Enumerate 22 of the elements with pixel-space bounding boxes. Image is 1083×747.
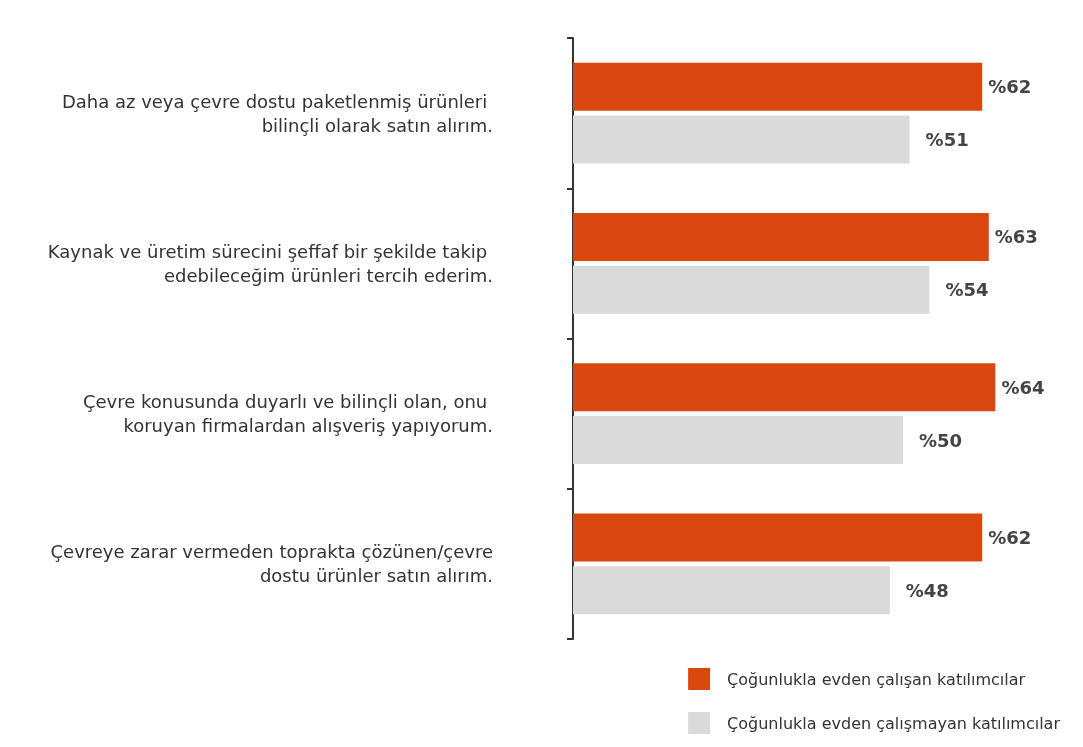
- bar: [573, 416, 903, 465]
- legend-label: Çoğunlukla evden çalışmayan katılımcılar: [727, 713, 1061, 733]
- y-tick-label: Çevre konusunda duyarlı ve bilinçli olan, onu koruyan firmalardan alışveriş yapıyorum.: [82, 391, 493, 437]
- bar: [573, 265, 930, 314]
- y-tick-label: Kaynak ve üretim sürecini şeffaf bir şekilde takip edebileceğim ürünleri tercih ederim.: [47, 240, 493, 286]
- bar: [573, 513, 983, 562]
- data-label: %54: [945, 279, 989, 301]
- bar: [573, 115, 910, 164]
- data-label: %51: [925, 129, 969, 151]
- y-tick-label: Daha az veya çevre dostu paketlenmiş ürünleri bilinçli olarak satın alırım.: [61, 90, 493, 136]
- bar: [573, 566, 890, 615]
- y-tick-label: Çevreye zarar vermeden toprakta çözünen/çevre dostu ürünler satın alırım.: [50, 541, 493, 587]
- data-label: %50: [919, 429, 963, 451]
- data-label: %48: [905, 579, 949, 601]
- legend-label: Çoğunlukla evden çalışan katılımcılar: [727, 669, 1026, 689]
- data-label: %62: [988, 526, 1032, 548]
- data-label: %63: [994, 226, 1038, 248]
- data-label: %64: [1001, 376, 1045, 398]
- data-label: %62: [988, 76, 1032, 98]
- bar: [573, 62, 983, 111]
- bar: [573, 363, 996, 412]
- bar: [573, 212, 989, 261]
